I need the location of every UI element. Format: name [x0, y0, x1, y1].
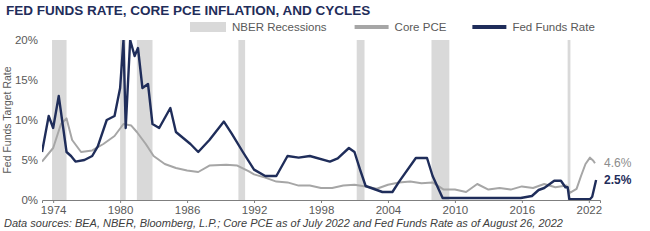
x-tick-label: 1980 — [108, 204, 134, 216]
x-tick-mark — [522, 200, 523, 203]
y-tick: 20% — [15, 34, 42, 46]
end-label: 4.6% — [604, 156, 632, 170]
x-axis-line — [43, 201, 601, 204]
legend-swatch — [190, 22, 226, 32]
x-tick-mark — [589, 200, 590, 203]
x-tick-mark — [120, 200, 121, 203]
plot-area — [42, 40, 596, 200]
title: FED FUNDS RATE, CORE PCE INFLATION, AND … — [6, 3, 370, 18]
x-tick: 2022 — [577, 200, 603, 216]
y-axis-line — [42, 41, 43, 201]
y-tick-label: 20% — [15, 34, 38, 46]
y-tick: 15% — [15, 74, 42, 86]
x-tick: 1992 — [242, 200, 268, 216]
x-tick-label: 1986 — [175, 204, 201, 216]
series-line — [42, 40, 596, 199]
legend-label: Fed Funds Rate — [512, 21, 594, 33]
source-note: Data sources: BEA, NBER, Bloomberg, L.P.… — [4, 217, 563, 229]
y-tick: 5% — [21, 154, 42, 166]
x-tick: 2010 — [443, 200, 469, 216]
y-tick-label: 0% — [21, 194, 38, 206]
y-tick-label: 10% — [15, 114, 38, 126]
x-tick-label: 2016 — [510, 204, 536, 216]
x-tick-label: 2010 — [443, 204, 469, 216]
y-axis-title: Fed Funds Target Rate — [1, 66, 13, 173]
legend-item: NBER Recessions — [190, 21, 327, 33]
y-tick-label: 5% — [21, 154, 38, 166]
x-axis: 1974 1980 1986 1992 1998 2004 2010 2016 2022 — [41, 200, 602, 216]
y-tick: 0% — [21, 194, 42, 206]
x-tick: 1974 — [41, 200, 67, 216]
recession-band — [568, 40, 571, 200]
legend-label: Core PCE — [395, 21, 447, 33]
x-tick: 1986 — [175, 200, 201, 216]
legend: NBER Recessions Core PCE Fed Funds Rate — [190, 21, 595, 33]
x-tick-label: 1998 — [309, 204, 335, 216]
end-label: 2.5% — [604, 173, 632, 187]
legend-swatch — [472, 25, 506, 29]
x-tick: 1998 — [309, 200, 335, 216]
recession-band — [431, 40, 449, 200]
x-tick: 2016 — [510, 200, 536, 216]
series-line — [42, 118, 595, 192]
x-tick-mark — [187, 200, 188, 203]
x-tick-mark — [321, 200, 322, 203]
x-tick-label: 1974 — [41, 204, 67, 216]
y-tick: 10% — [15, 114, 42, 126]
x-tick-mark — [254, 200, 255, 203]
recession-band — [238, 40, 245, 200]
legend-item: Fed Funds Rate — [472, 21, 594, 33]
x-tick: 2004 — [376, 200, 402, 216]
x-tick-mark — [53, 200, 54, 203]
x-tick-label: 1992 — [242, 204, 268, 216]
x-tick-label: 2022 — [577, 204, 603, 216]
legend-label: NBER Recessions — [232, 21, 327, 33]
y-axis: 0% 5% 10% 15% 20% — [15, 34, 43, 206]
x-tick-label: 2004 — [376, 204, 402, 216]
legend-item: Core PCE — [355, 21, 447, 33]
chart: FED FUNDS RATE, CORE PCE INFLATION, AND … — [0, 0, 650, 231]
x-tick-mark — [388, 200, 389, 203]
legend-swatch — [355, 25, 389, 29]
y-tick-label: 15% — [15, 74, 38, 86]
x-tick: 1980 — [108, 200, 134, 216]
x-tick-mark — [455, 200, 456, 203]
